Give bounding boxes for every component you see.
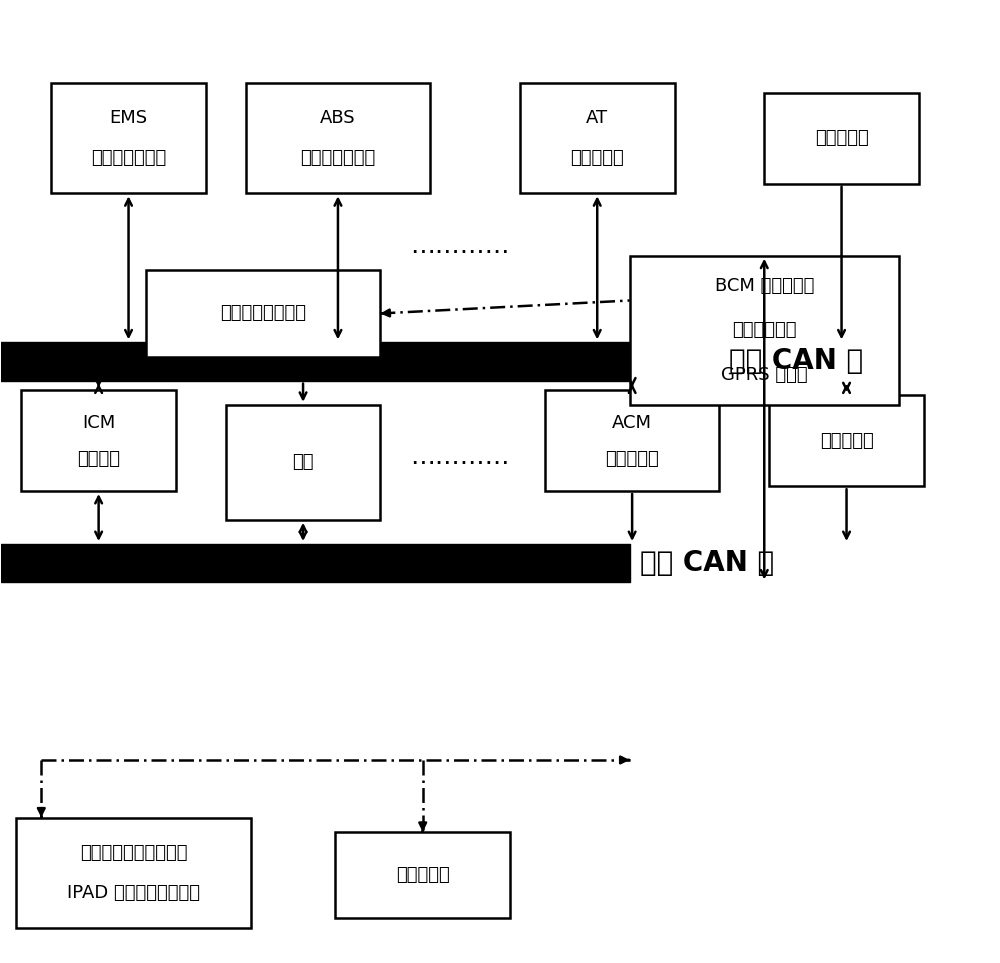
Text: 其它控制器: 其它控制器 (815, 129, 868, 147)
Bar (246, 83, 430, 194)
Text: 基站服务器: 基站服务器 (396, 866, 450, 884)
Text: EMS: EMS (109, 110, 148, 127)
Text: 低速 CAN 线: 低速 CAN 线 (640, 549, 774, 577)
Text: GPRS 模块）: GPRS 模块） (721, 366, 808, 384)
Text: （包含蓝牙、: （包含蓝牙、 (732, 322, 797, 339)
Text: 发动机管理系统: 发动机管理系统 (91, 149, 166, 168)
Text: AT: AT (586, 110, 608, 127)
Text: ACM: ACM (612, 413, 652, 431)
Text: 网关: 网关 (292, 454, 314, 471)
Text: 手持程序存储设备: 手持程序存储设备 (220, 304, 306, 323)
Bar (16, 818, 251, 928)
Text: 防抱死制动系统: 防抱死制动系统 (300, 149, 376, 168)
Bar (226, 404, 380, 520)
Text: 高速 CAN 线: 高速 CAN 线 (729, 348, 863, 376)
Text: ICM: ICM (82, 413, 115, 431)
Bar (146, 271, 380, 356)
Text: BCM 车身控制器: BCM 车身控制器 (715, 276, 814, 295)
Text: ABS: ABS (320, 110, 356, 127)
Text: …………: ………… (410, 234, 510, 258)
Bar (545, 390, 719, 491)
Bar (520, 83, 675, 194)
Text: 自动变速箱: 自动变速箱 (570, 149, 624, 168)
Bar (630, 256, 899, 404)
Text: 空调控制器: 空调控制器 (605, 450, 659, 468)
Bar (51, 83, 206, 194)
Bar (769, 395, 924, 486)
Text: IPAD 等）（长途下载）: IPAD 等）（长途下载） (67, 884, 200, 901)
Bar (335, 832, 510, 919)
Text: 客户端（电脑、手机、: 客户端（电脑、手机、 (80, 844, 187, 862)
Text: …………: ………… (410, 446, 510, 470)
Bar (764, 92, 919, 184)
Bar (21, 390, 176, 491)
Text: 其它控制器: 其它控制器 (820, 431, 873, 450)
Text: 组合仪表: 组合仪表 (77, 450, 120, 468)
